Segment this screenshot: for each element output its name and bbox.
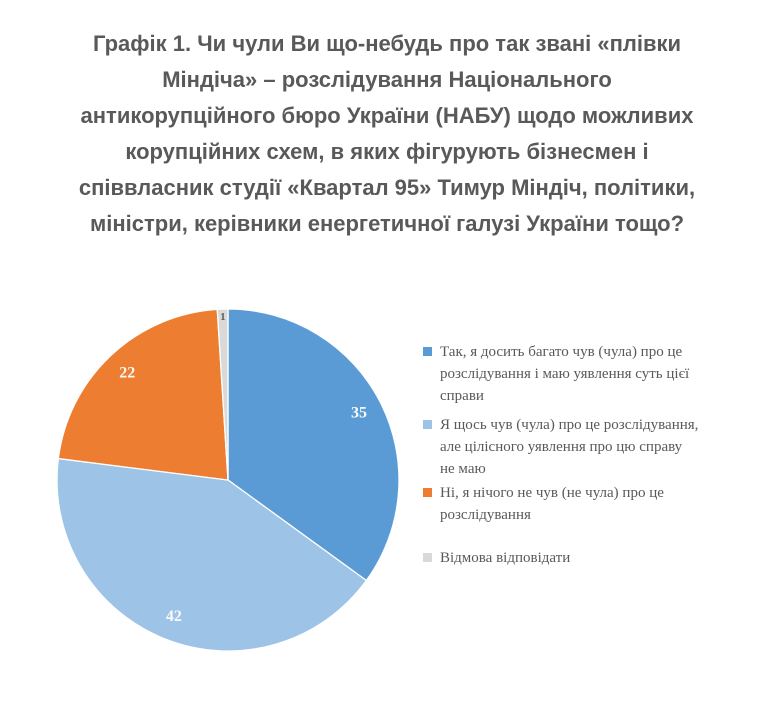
pie-slice-value-0: 35 [351,405,367,422]
legend-label-heard-nothing: Ні, я нічого не чув (не чула) про це роз… [440,485,664,523]
legend-marker-heard-nothing [423,488,432,497]
chart-title: Графік 1. Чи чули Ви що-небудь про так з… [78,31,696,236]
legend: Так, я досить багато чув (чула) про це р… [423,0,771,724]
legend-label-refused: Відмова відповідати [440,550,571,566]
legend-item-heard-a-lot: Так, я досить багато чув (чула) про це р… [423,341,770,407]
legend-marker-heard-something [423,420,432,429]
legend-item-heard-nothing: Ні, я нічого не чув (не чула) про це роз… [423,482,770,526]
pie-slice-value-3: 1 [220,312,225,323]
pie-slice-value-2: 22 [119,364,135,381]
pie-slice-1 [56,457,368,652]
legend-label-heard-something: Я щось чув (чула) про це розслідування, … [440,417,699,477]
pie-chart: 35 42 22 1 [56,308,400,652]
pie-slice-2 [57,308,229,481]
pie-slice-value-1: 42 [166,608,182,625]
legend-item-refused: Відмова відповідати [423,547,770,569]
legend-marker-heard-a-lot [423,347,432,356]
pie-slice-3 [216,308,229,481]
legend-item-heard-something: Я щось чув (чула) про це розслідування, … [423,414,770,480]
legend-marker-refused [423,553,432,562]
pie-slice-0 [227,308,400,582]
legend-label-heard-a-lot: Так, я досить багато чув (чула) про це р… [440,344,690,404]
